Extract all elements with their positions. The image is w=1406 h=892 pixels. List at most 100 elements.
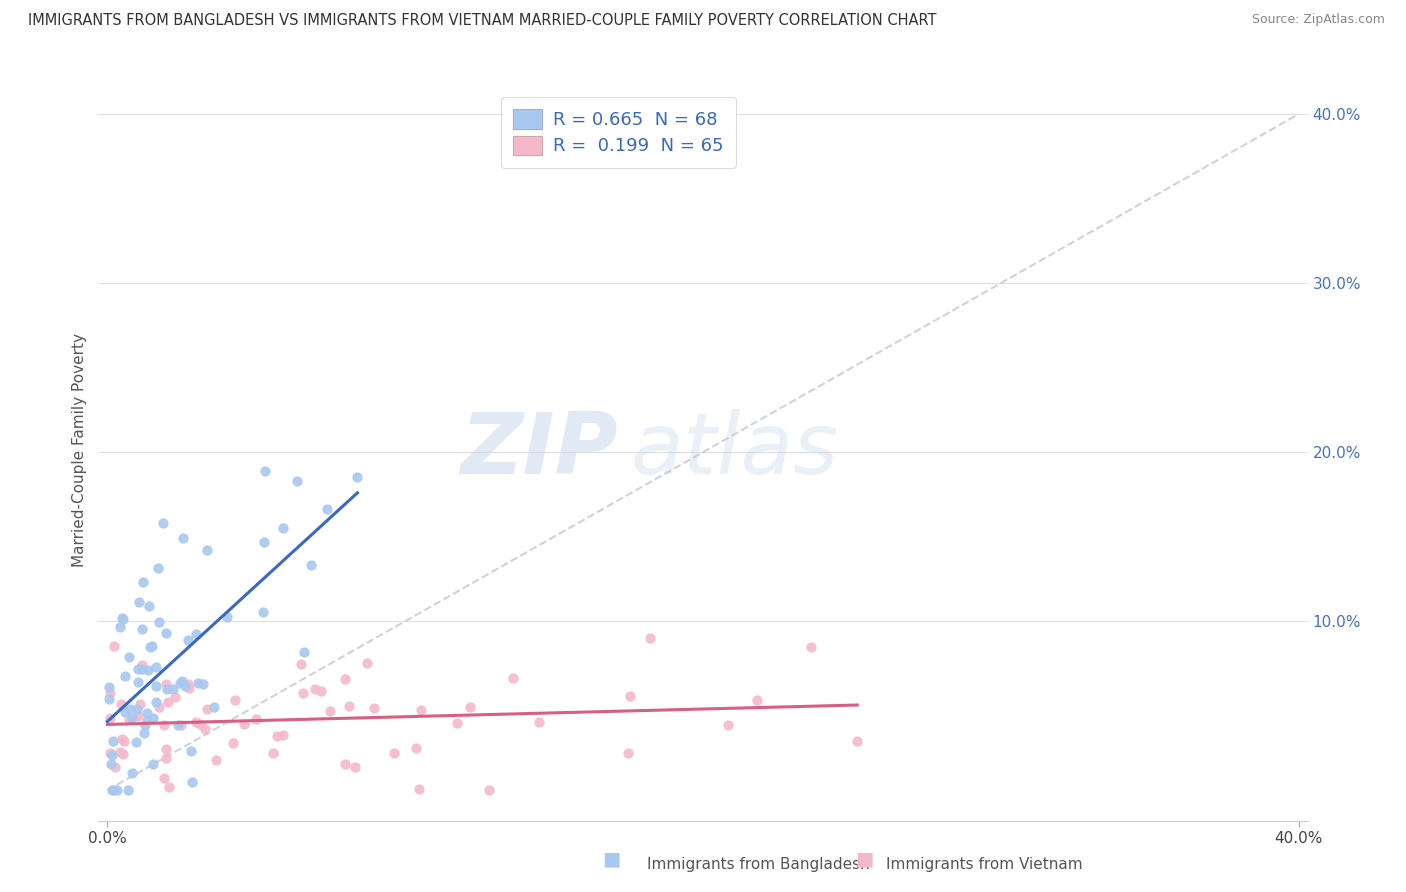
Point	[148, 700, 170, 714]
Point	[292, 645, 315, 659]
Point	[232, 717, 254, 731]
Point	[129, 697, 152, 711]
Point	[155, 742, 177, 756]
Point	[127, 674, 149, 689]
Point	[194, 722, 217, 736]
Point	[382, 746, 405, 760]
Point	[125, 735, 148, 749]
Point	[117, 783, 139, 797]
Point	[527, 714, 550, 729]
Point	[717, 718, 740, 732]
Text: atlas: atlas	[630, 409, 838, 492]
Point	[121, 766, 143, 780]
Point	[105, 783, 128, 797]
Point	[131, 658, 153, 673]
Point	[409, 703, 432, 717]
Point	[103, 783, 125, 797]
Point	[98, 746, 121, 760]
Point	[187, 676, 209, 690]
Point	[100, 756, 122, 771]
Point	[127, 709, 149, 723]
Point	[132, 726, 155, 740]
Point	[224, 693, 246, 707]
Point	[478, 783, 501, 797]
Point	[177, 633, 200, 648]
Point	[252, 605, 274, 619]
Point	[356, 656, 378, 670]
Point	[141, 639, 163, 653]
Point	[363, 700, 385, 714]
Point	[155, 751, 177, 765]
Point	[128, 595, 150, 609]
Text: Source: ZipAtlas.com: Source: ZipAtlas.com	[1251, 13, 1385, 27]
Point	[108, 745, 131, 759]
Point	[215, 610, 238, 624]
Point	[101, 734, 124, 748]
Text: Immigrants from Bangladesh: Immigrants from Bangladesh	[647, 857, 869, 872]
Point	[112, 612, 135, 626]
Point	[458, 699, 481, 714]
Point	[135, 714, 157, 729]
Point	[156, 681, 179, 696]
Point	[169, 676, 191, 690]
Point	[117, 650, 139, 665]
Point	[146, 560, 169, 574]
Point	[166, 717, 188, 731]
Point	[131, 622, 153, 636]
Point	[114, 669, 136, 683]
Point	[138, 599, 160, 613]
Point	[104, 760, 127, 774]
Point	[271, 728, 294, 742]
Point	[800, 640, 823, 654]
Point	[266, 729, 288, 743]
Point	[619, 689, 641, 703]
Point	[195, 702, 218, 716]
Point	[253, 463, 276, 477]
Point	[131, 662, 153, 676]
Point	[112, 734, 135, 748]
Point	[290, 657, 312, 672]
Point	[139, 640, 162, 655]
Point	[111, 731, 134, 746]
Point	[204, 753, 226, 767]
Point	[222, 736, 245, 750]
Point	[157, 695, 180, 709]
Point	[846, 734, 869, 748]
Point	[132, 575, 155, 590]
Point	[163, 690, 186, 704]
Point	[127, 702, 149, 716]
Legend: R = 0.665  N = 68, R =  0.199  N = 65: R = 0.665 N = 68, R = 0.199 N = 65	[501, 96, 737, 168]
Point	[176, 677, 198, 691]
Point	[145, 694, 167, 708]
Point	[134, 718, 156, 732]
Point	[184, 627, 207, 641]
Point	[148, 615, 170, 629]
Point	[118, 712, 141, 726]
Point	[262, 746, 284, 760]
Point	[333, 672, 356, 686]
Point	[180, 744, 202, 758]
Point	[245, 712, 267, 726]
Point	[188, 717, 211, 731]
Point	[118, 702, 141, 716]
Point	[745, 692, 768, 706]
Point	[162, 682, 184, 697]
Point	[142, 757, 165, 772]
Y-axis label: Married-Couple Family Poverty: Married-Couple Family Poverty	[72, 334, 87, 567]
Text: ■: ■	[602, 850, 621, 869]
Point	[110, 697, 132, 711]
Point	[502, 671, 524, 685]
Point	[311, 683, 333, 698]
Point	[111, 611, 134, 625]
Point	[157, 780, 180, 794]
Text: ZIP: ZIP	[461, 409, 619, 492]
Point	[170, 718, 193, 732]
Point	[292, 685, 315, 699]
Point	[344, 760, 367, 774]
Point	[155, 625, 177, 640]
Point	[136, 663, 159, 677]
Point	[98, 686, 121, 700]
Point	[121, 710, 143, 724]
Point	[103, 639, 125, 653]
Point	[152, 516, 174, 531]
